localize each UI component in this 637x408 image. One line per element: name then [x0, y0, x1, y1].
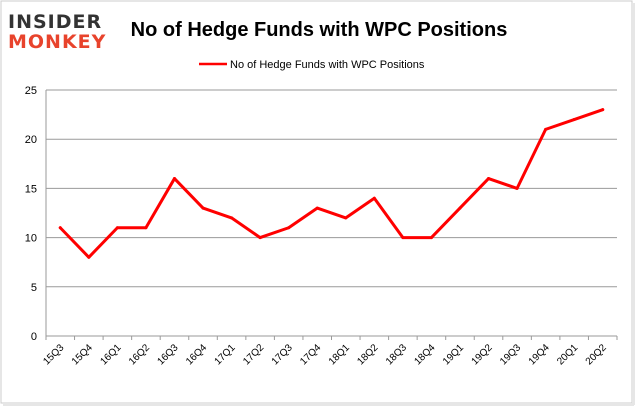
- y-tick-label: 0: [31, 331, 37, 343]
- data-point: [315, 206, 319, 210]
- series-line: [58, 108, 605, 259]
- data-point: [515, 186, 519, 190]
- data-point: [372, 196, 376, 200]
- data-point: [58, 226, 62, 230]
- data-point: [572, 118, 576, 122]
- chart-title: No of Hedge Funds with WPC Positions: [131, 19, 508, 41]
- legend-label: No of Hedge Funds with WPC Positions: [230, 59, 425, 71]
- y-tick-label: 5: [31, 282, 37, 294]
- data-point: [429, 236, 433, 240]
- data-point: [144, 226, 148, 230]
- gridlines: [45, 89, 617, 337]
- data-point: [544, 127, 548, 131]
- insider-monkey-logo: INSIDER MONKEY: [8, 11, 106, 53]
- y-tick-label: 15: [25, 183, 37, 195]
- data-point: [401, 236, 405, 240]
- data-point: [601, 108, 605, 112]
- series-layer: [58, 108, 605, 259]
- y-axis-ticks: 0 5 10 15 20 25: [25, 85, 37, 343]
- legend: No of Hedge Funds with WPC Positions: [199, 59, 425, 71]
- data-point: [87, 255, 91, 259]
- data-point: [458, 206, 462, 210]
- data-point: [115, 226, 119, 230]
- frame-shadow-right: [632, 3, 635, 405]
- y-tick-label: 25: [25, 85, 37, 97]
- data-point: [201, 206, 205, 210]
- y-tick-label: 10: [25, 233, 37, 245]
- data-point: [487, 177, 491, 181]
- data-point: [258, 236, 262, 240]
- data-point: [230, 216, 234, 220]
- frame-shadow-bottom: [3, 403, 634, 406]
- y-tick-label: 20: [25, 134, 37, 146]
- logo-line-1: INSIDER: [8, 11, 102, 33]
- data-point: [344, 216, 348, 220]
- logo-line-2: MONKEY: [8, 31, 106, 53]
- data-point: [287, 226, 291, 230]
- data-point: [172, 177, 176, 181]
